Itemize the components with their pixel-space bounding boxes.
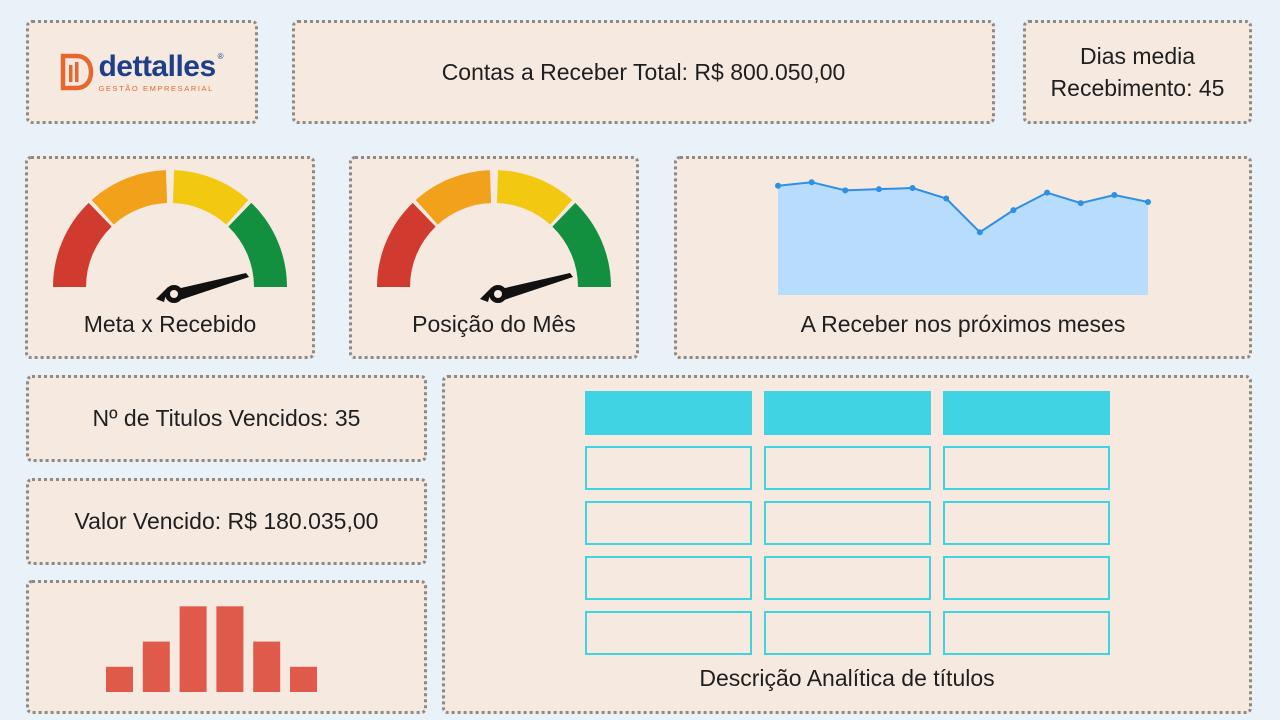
- area-point: [1010, 207, 1017, 214]
- forecast-area-chart: [775, 179, 1151, 295]
- gauge-orange-segment: [415, 170, 492, 225]
- table-cell: [585, 556, 752, 600]
- table-cell: [764, 611, 931, 655]
- bar: [179, 606, 207, 692]
- month-position-card: Posição do Mês: [349, 156, 639, 359]
- area-point: [1145, 198, 1151, 205]
- gauge-orange-segment: [91, 170, 168, 225]
- overdue-value-card: Valor Vencido: R$ 180.035,00: [26, 478, 427, 565]
- overdue-value-text: Valor Vencido: R$ 180.035,00: [74, 508, 379, 535]
- gauge-hub-center: [170, 290, 178, 298]
- total-receivable-card: Contas a Receber Total: R$ 800.050,00: [292, 20, 995, 124]
- gauge-green-segment: [228, 202, 287, 287]
- gauge-hub-center: [494, 290, 502, 298]
- table-cell: [585, 501, 752, 545]
- table-header-cell: [764, 391, 931, 435]
- bar: [142, 641, 170, 692]
- bar: [290, 666, 317, 692]
- goal-vs-received-card: Meta x Recebido: [25, 156, 315, 359]
- bar: [253, 641, 281, 692]
- total-receivable-text: Contas a Receber Total: R$ 800.050,00: [441, 58, 846, 85]
- gauge-needle-tail: [480, 287, 492, 302]
- area-point: [1077, 200, 1084, 207]
- area-point: [943, 195, 950, 202]
- forecast-label: A Receber nos próximos meses: [800, 311, 1126, 337]
- gauge-needle: [168, 273, 249, 302]
- avg-receipt-days-card: Dias media Recebimento: 45: [1023, 20, 1252, 124]
- table-cell: [943, 611, 1110, 655]
- table-cell: [764, 501, 931, 545]
- bar: [106, 666, 133, 692]
- area-line: [777, 181, 1149, 234]
- avg-receipt-days-line1: Dias media: [1079, 42, 1196, 69]
- area-point: [976, 229, 983, 236]
- bar: [216, 606, 244, 692]
- overdue-count-text: Nº de Titulos Vencidos: 35: [92, 405, 361, 432]
- table-cell: [764, 556, 931, 600]
- area-point: [909, 185, 916, 192]
- gauge-red-segment: [53, 202, 112, 287]
- goal-vs-received-label: Meta x Recebido: [83, 311, 257, 337]
- logo-name: dettalles: [98, 49, 216, 83]
- table-cell: [943, 501, 1110, 545]
- logo-subtitle: GESTÃO EMPRESARIAL: [98, 83, 214, 93]
- month-position-label: Posição do Mês: [412, 311, 576, 337]
- bar-chart-card: [26, 580, 427, 714]
- goal-vs-received-gauge: [53, 170, 287, 303]
- gauge-needle: [492, 273, 573, 302]
- table-header-cell: [585, 391, 752, 435]
- area-fill: [778, 182, 1148, 295]
- gauge-red-segment: [377, 202, 436, 287]
- forecast-card: A Receber nos próximos meses: [674, 156, 1252, 359]
- overdue-count-card: Nº de Titulos Vencidos: 35: [26, 375, 427, 462]
- bar-chart: [106, 606, 317, 692]
- area-point: [842, 187, 849, 194]
- area-point: [875, 186, 882, 193]
- table-cell: [943, 556, 1110, 600]
- table-cell: [585, 611, 752, 655]
- table-header-cell: [943, 391, 1110, 435]
- area-point: [1044, 189, 1051, 196]
- gauge-needle-tail: [156, 287, 168, 302]
- titles-table-card: Descrição Analítica de títulos: [442, 375, 1252, 714]
- logo-registered-mark: ®: [217, 51, 224, 61]
- month-position-gauge: [377, 170, 611, 303]
- titles-table-label: Descrição Analítica de títulos: [699, 665, 995, 691]
- area-point: [775, 182, 781, 189]
- logo-card: dettalles ® GESTÃO EMPRESARIAL: [26, 20, 258, 124]
- table-cell: [764, 446, 931, 490]
- table-cell: [943, 446, 1110, 490]
- gauge-green-segment: [552, 202, 611, 287]
- avg-receipt-days-line2: Recebimento: 45: [1050, 75, 1225, 101]
- area-point: [1111, 191, 1118, 198]
- area-point: [808, 179, 815, 186]
- logo-icon: [61, 53, 94, 91]
- gauge-yellow-segment: [172, 170, 249, 225]
- table-cell: [585, 446, 752, 490]
- gauge-yellow-segment: [496, 170, 573, 225]
